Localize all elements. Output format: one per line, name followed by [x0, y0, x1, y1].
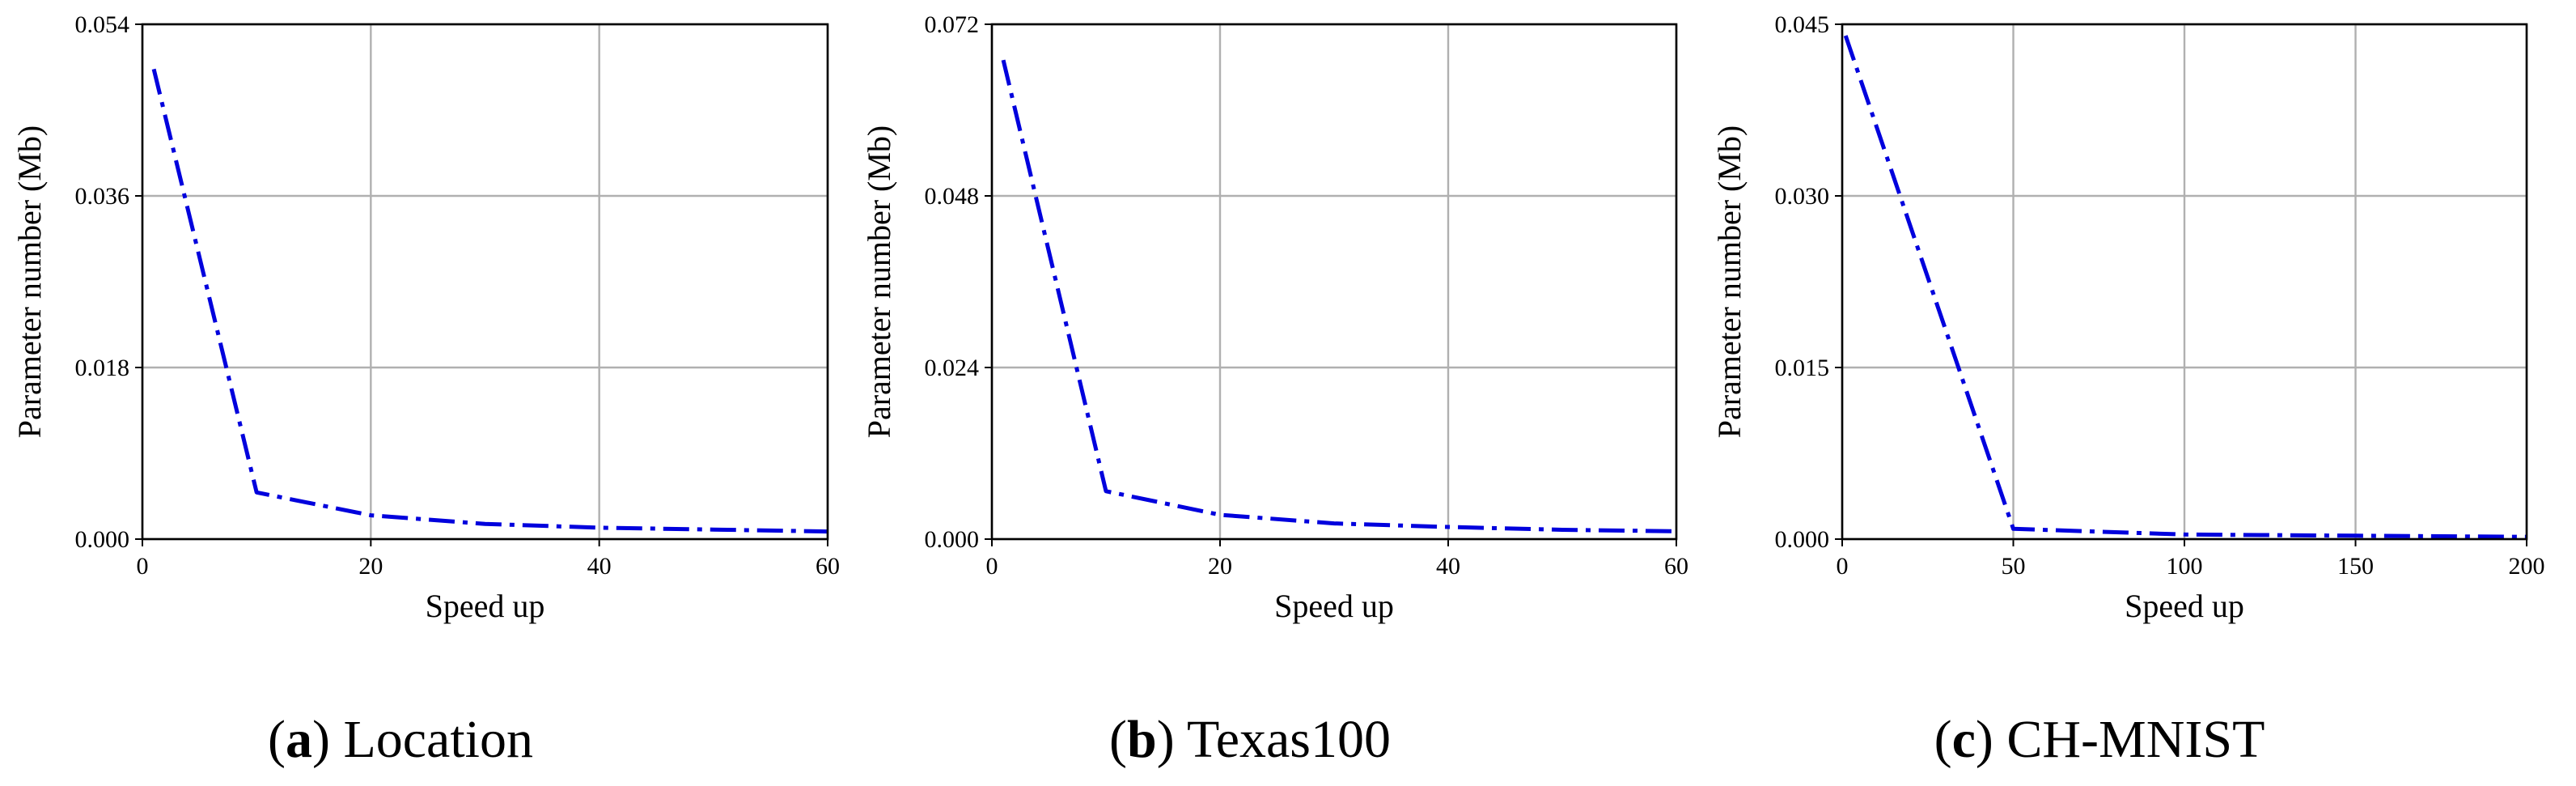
x-tick-label: 200	[2509, 553, 2545, 580]
y-tick-label: 0.045	[1775, 11, 1830, 38]
x-axis-label: Speed up	[2125, 588, 2244, 624]
y-tick-label: 0.015	[1775, 355, 1830, 381]
caption-letter: a	[286, 710, 312, 769]
plot-frame	[1841, 23, 2528, 541]
x-tick-label: 150	[2337, 553, 2374, 580]
x-tick-label: 0	[1837, 553, 1849, 580]
panel-caption: (a) Location	[268, 710, 533, 769]
y-tick-label: 0.072	[925, 11, 980, 38]
y-tick-label: 0.018	[75, 355, 130, 381]
panel-caption: (b) Texas100	[1109, 710, 1391, 769]
chart-panel-c: 0 50 100 150 200 0.000 0.015 0.030 0.045 Speed up…	[1711, 11, 2545, 769]
y-tick-label: 0.000	[1775, 526, 1830, 553]
y-axis-label: Parameter number (Mb)	[861, 125, 897, 439]
x-tick-label: 50	[2002, 553, 2026, 580]
x-tick-label: 40	[587, 553, 612, 580]
panel-caption: (c) CH-MNIST	[1934, 710, 2265, 769]
x-tick-label: 60	[1664, 553, 1688, 580]
y-tick-label: 0.054	[75, 11, 130, 38]
y-tick-label: 0.000	[925, 526, 980, 553]
x-tick-label: 0	[986, 553, 998, 580]
series-line	[1001, 59, 1677, 533]
x-axis-label: Speed up	[1274, 588, 1394, 624]
plot-frame	[990, 23, 1678, 541]
y-tick-label: 0.048	[925, 183, 980, 210]
x-tick-label: 40	[1436, 553, 1460, 580]
chart-panel-a: 0 20 40 60 0.000 0.018 0.036 0.054 Speed up Param…	[11, 11, 840, 769]
y-tick-label: 0.000	[75, 526, 130, 553]
x-tick-label: 60	[816, 553, 840, 580]
chart-panel-b: 0 20 40 60 0.000 0.024 0.048 0.072 Speed up Param…	[861, 11, 1688, 769]
y-axis-label: Parameter number (Mb)	[1711, 125, 1748, 439]
x-tick-label: 0	[137, 553, 149, 580]
y-axis-label: Parameter number (Mb)	[11, 125, 48, 439]
y-tick-label: 0.024	[925, 355, 980, 381]
series-line	[1843, 35, 2527, 539]
y-tick-label: 0.030	[1775, 183, 1830, 210]
plot-frame	[141, 23, 829, 541]
x-tick-label: 20	[1208, 553, 1232, 580]
caption-title: Texas100	[1187, 710, 1391, 769]
x-tick-label: 20	[358, 553, 383, 580]
caption-title: CH-MNIST	[2006, 710, 2265, 769]
caption-letter: c	[1952, 710, 1976, 769]
caption-title: Location	[343, 710, 533, 769]
caption-letter: b	[1127, 710, 1157, 769]
series-line	[151, 68, 828, 534]
x-axis-label: Speed up	[426, 588, 545, 624]
x-tick-label: 100	[2167, 553, 2203, 580]
y-tick-label: 0.036	[75, 183, 130, 210]
